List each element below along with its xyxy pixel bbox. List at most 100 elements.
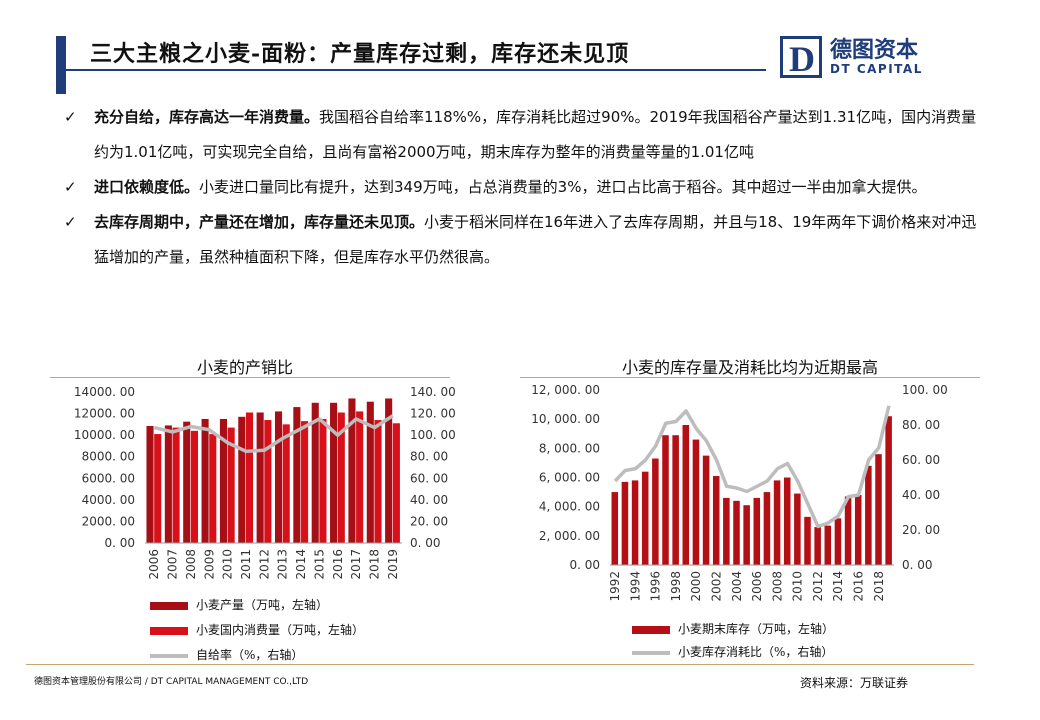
bar-1	[293, 407, 301, 543]
bar-1	[311, 402, 319, 543]
x-axis-tick-label: 2018	[872, 571, 886, 602]
bar-1	[712, 476, 720, 565]
footer-company: 德图资本管理股份有限公司 / DT CAPITAL MANAGEMENT CO.…	[34, 677, 309, 687]
x-axis-tick-label: 1998	[669, 571, 683, 602]
bullet-text: 小麦于稻米同样在16年进入了去库存周期，并且与18、19年两年下调价格来对冲迅猛…	[94, 213, 977, 266]
bar-1	[885, 416, 892, 565]
right-axis-tick-label: 60. 00	[410, 471, 448, 485]
x-axis-tick-label: 2014	[294, 549, 308, 580]
bar-1	[672, 435, 679, 565]
x-axis-tick-label: 2014	[831, 571, 845, 602]
checkmark-icon: ✓	[64, 213, 77, 231]
left-axis-tick-label: 14000. 00	[74, 385, 135, 399]
bar-2	[392, 423, 400, 543]
right-axis-tick-label: 40. 00	[902, 488, 940, 502]
bar-2	[319, 418, 327, 543]
bar-1	[348, 398, 356, 543]
right-axis-tick-label: 40. 00	[410, 493, 448, 507]
bar-1	[743, 505, 750, 565]
x-axis-tick-label: 1996	[649, 571, 663, 602]
x-axis-tick-label: 2008	[770, 571, 784, 602]
x-axis-tick-label: 2006	[750, 571, 764, 602]
bar-1	[274, 411, 283, 543]
left-axis-tick-label: 4, 000. 00	[539, 500, 600, 514]
left-axis-tick-label: 10, 000. 00	[531, 412, 600, 426]
x-axis-tick-label: 2016	[331, 549, 345, 580]
checkmark-icon: ✓	[64, 178, 77, 196]
left-axis-tick-label: 6, 000. 00	[539, 471, 600, 485]
chart-2-title: 小麦的库存量及消耗比均为近期最高	[621, 358, 878, 377]
bar-2	[245, 412, 254, 543]
bar-1	[824, 525, 832, 565]
bar-1	[783, 477, 791, 565]
legend-swatch-bar	[150, 626, 188, 635]
company-logo: D 德图资本 DT CAPITAL	[780, 36, 960, 79]
left-axis-tick-label: 0. 00	[569, 558, 600, 572]
bullet-item-3: ✓ 去库存周期中，产量还在增加，库存量还未见顶。小麦于稻米同样在16年进入了去库…	[64, 205, 984, 275]
legend-swatch-bar	[632, 625, 670, 634]
x-axis-tick-label: 1994	[628, 571, 642, 602]
legend-swatch-bar	[150, 601, 188, 610]
bullet-text: 我国稻谷自给率118%%，库存消耗比超过90%。2019年我国稻谷产量达到1.3…	[94, 108, 977, 161]
left-axis-tick-label: 2000. 00	[82, 514, 135, 528]
right-axis-tick-label: 100. 00	[410, 428, 456, 442]
x-axis-tick-label: 2012	[257, 549, 271, 580]
left-axis-tick-label: 8, 000. 00	[539, 441, 600, 455]
logo-english-name: DT CAPITAL	[830, 62, 923, 76]
chart-1-wheat-production-consumption: 14000. 00 12000. 00 10000. 00 8000. 00 6000.…	[74, 385, 456, 580]
x-axis-tick-label: 2000	[689, 571, 703, 602]
bar-1	[723, 497, 730, 565]
x-axis-tick-label: 2010	[791, 571, 805, 602]
bullet-item-2: ✓ 进口依赖度低。小麦进口量同比有提升，达到349万吨，占总消费量的3%，进口占…	[64, 170, 984, 205]
bar-1	[875, 454, 882, 565]
x-axis-tick-label: 2008	[184, 549, 198, 580]
legend-label: 小麦国内消费量（万吨，左轴）	[196, 623, 365, 637]
bullet-heading: 去库存周期中，产量还在增加，库存量还未见顶。	[94, 213, 425, 231]
bar-1	[631, 480, 639, 565]
chart-2-legend-item-2: 小麦库存消耗比（%，右轴）	[632, 643, 833, 660]
x-axis-tick-label: 2011	[239, 549, 253, 580]
chart-1-legend-item-2: 小麦国内消费量（万吨，左轴）	[150, 621, 364, 638]
right-axis-tick-label: 80. 00	[410, 450, 448, 464]
x-axis-tick-label: 2009	[202, 549, 216, 580]
bar-1	[256, 412, 264, 543]
right-axis-tick-label: 20. 00	[410, 514, 448, 528]
bar-1	[763, 492, 771, 565]
bar-1	[164, 425, 172, 543]
bar-1	[692, 439, 700, 565]
right-axis-tick-label: 60. 00	[902, 453, 940, 467]
bar-1	[201, 418, 209, 543]
bar-1	[366, 401, 374, 543]
bar-2	[209, 434, 217, 543]
bar-2	[337, 412, 345, 543]
bar-1	[146, 425, 154, 543]
bar-1	[385, 398, 393, 543]
chart-1-legend-item-1: 小麦产量（万吨，左轴）	[150, 596, 328, 613]
x-axis-tick-label: 2012	[811, 571, 825, 602]
bar-1	[330, 402, 338, 543]
bullet-heading: 进口依赖度低。	[94, 178, 200, 196]
bar-1	[733, 500, 740, 565]
bar-1	[834, 518, 842, 565]
left-axis-tick-label: 4000. 00	[82, 493, 135, 507]
right-axis-tick-label: 120. 00	[410, 407, 456, 421]
left-axis-tick-label: 0. 00	[104, 536, 135, 550]
chart-2-wheat-inventory: 12, 000. 00 10, 000. 00 8, 000. 00 6, 000. …	[531, 383, 948, 602]
x-axis-tick-label: 2010	[221, 549, 235, 580]
bullet-item-1: ✓ 充分自给，库存高达一年消费量。我国稻谷自给率118%%，库存消耗比超过90%…	[64, 100, 984, 170]
title-accent-bar	[56, 36, 66, 94]
line-series	[153, 414, 394, 454]
logo-letter: D	[789, 39, 815, 79]
bar-1	[804, 516, 811, 565]
bar-2	[227, 427, 235, 543]
bar-2	[154, 434, 162, 543]
bar-1	[865, 465, 872, 565]
bar-1	[753, 497, 761, 565]
checkmark-icon: ✓	[64, 108, 77, 126]
bar-1	[652, 458, 659, 565]
legend-swatch-line	[632, 650, 670, 655]
bar-1	[238, 416, 246, 543]
bar-2	[190, 430, 198, 543]
x-axis-tick-label: 2002	[710, 571, 724, 602]
left-axis-tick-label: 2, 000. 00	[539, 529, 600, 543]
